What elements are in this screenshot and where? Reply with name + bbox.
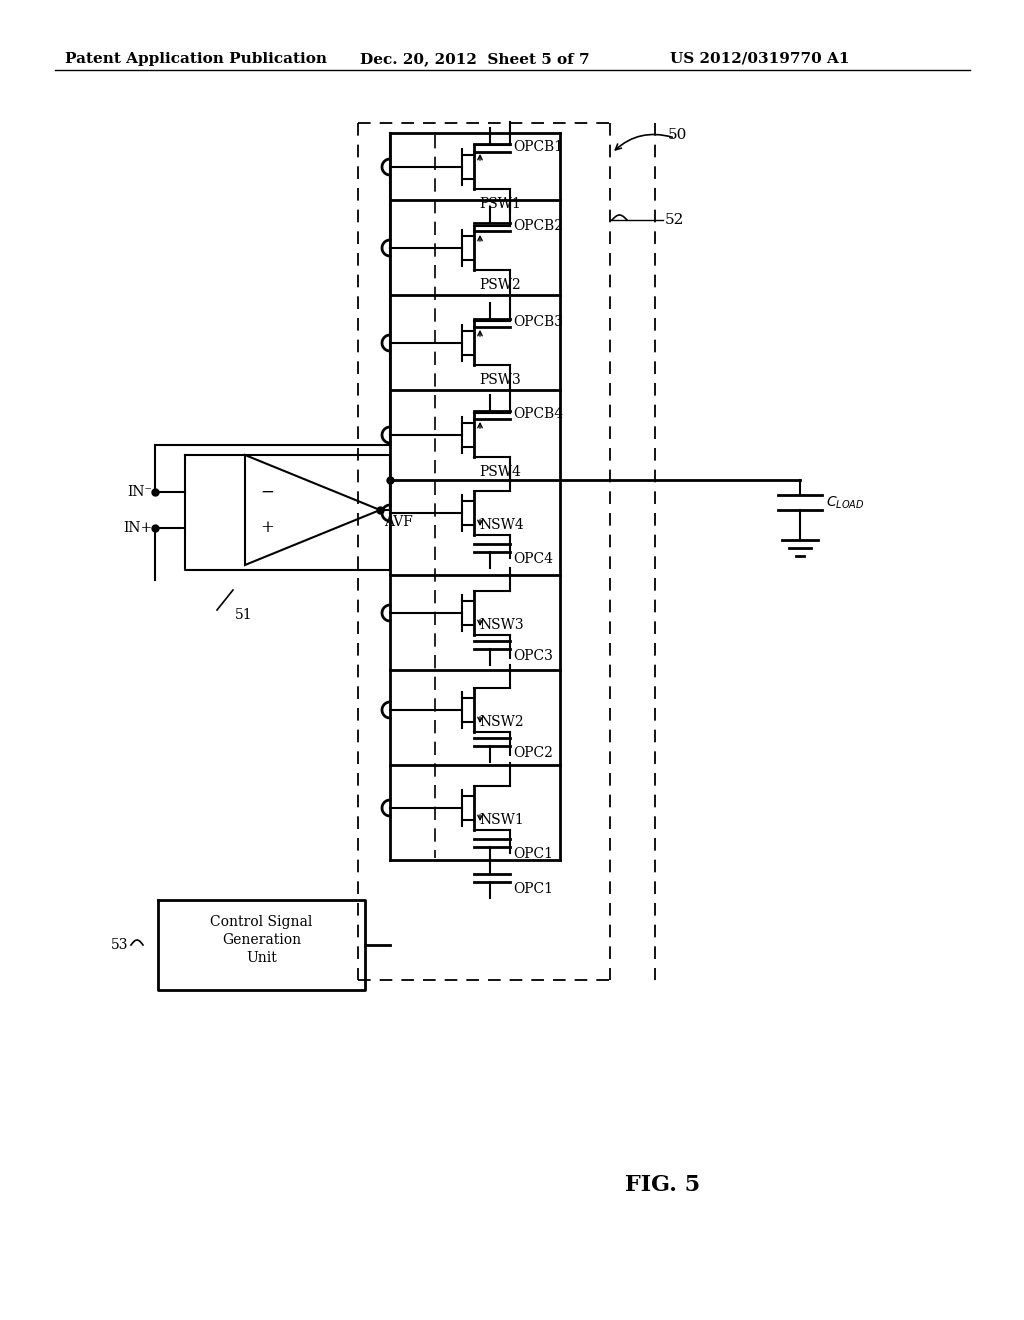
Text: IN+: IN+ [123,521,152,535]
Text: Patent Application Publication: Patent Application Publication [65,51,327,66]
Text: OPCB2: OPCB2 [513,219,563,234]
Text: PSW1: PSW1 [479,197,521,211]
Text: PSW4: PSW4 [479,465,521,479]
Text: −: − [260,483,273,500]
Text: NSW1: NSW1 [479,813,523,828]
Text: OPC2: OPC2 [513,746,553,760]
Text: PSW2: PSW2 [479,279,521,292]
Text: $C_{LOAD}$: $C_{LOAD}$ [826,495,864,511]
Text: +: + [260,520,273,536]
Text: OPCB3: OPCB3 [513,315,563,329]
Text: Dec. 20, 2012  Sheet 5 of 7: Dec. 20, 2012 Sheet 5 of 7 [360,51,590,66]
Text: OPCB1: OPCB1 [513,140,563,154]
Text: Control Signal: Control Signal [210,915,312,929]
Text: NSW2: NSW2 [479,715,523,729]
Text: 53: 53 [111,939,128,952]
Text: Unit: Unit [246,950,276,965]
Text: OPCB4: OPCB4 [513,407,563,421]
Text: US 2012/0319770 A1: US 2012/0319770 A1 [670,51,850,66]
Text: NSW3: NSW3 [479,618,523,632]
Text: OPC1: OPC1 [513,882,553,896]
Text: IN⁻: IN⁻ [127,484,152,499]
Text: 52: 52 [665,213,684,227]
Text: FIG. 5: FIG. 5 [625,1173,700,1196]
Text: OPC1: OPC1 [513,847,553,861]
Text: OPC3: OPC3 [513,649,553,663]
Text: AVF: AVF [384,515,413,529]
Text: PSW3: PSW3 [479,374,521,387]
Text: 50: 50 [668,128,687,143]
Text: Generation: Generation [222,933,301,946]
Text: OPC4: OPC4 [513,552,553,566]
Text: 51: 51 [234,609,253,622]
Text: NSW4: NSW4 [479,517,523,532]
